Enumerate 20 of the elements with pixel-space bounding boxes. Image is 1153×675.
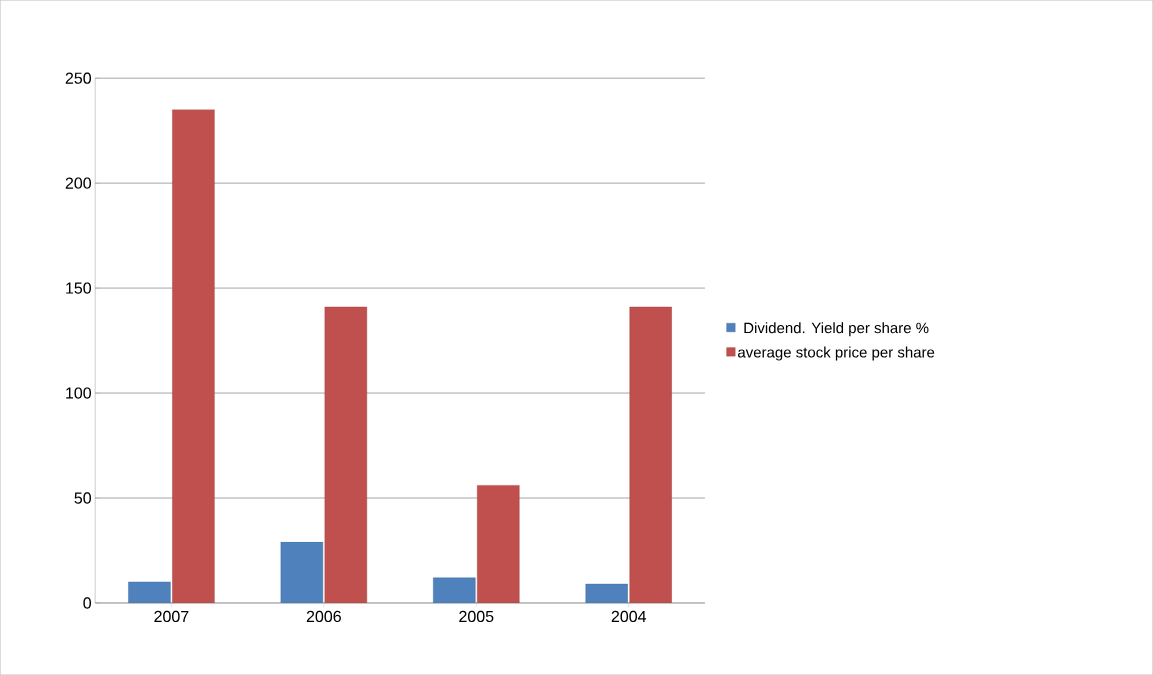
- y-tick-label: 200: [65, 177, 92, 189]
- bar: [585, 583, 628, 603]
- y-tick-label: 50: [74, 492, 92, 504]
- bar: [280, 541, 324, 603]
- legend-label: average stock price per share: [738, 346, 935, 361]
- x-tick-label: 2004: [611, 610, 647, 623]
- bar: [477, 485, 520, 603]
- y-tick-label: 150: [66, 282, 92, 294]
- bar: [172, 109, 215, 603]
- y-tick-label: 0: [83, 597, 92, 609]
- x-tick-label: 2006: [306, 610, 341, 623]
- bar: [324, 306, 368, 603]
- x-tick-label: 2007: [154, 610, 189, 623]
- y-tick-label: 100: [66, 387, 92, 399]
- bar: [629, 306, 672, 603]
- legend-label: Dividend. Yield per share %: [744, 322, 929, 337]
- bar: [433, 577, 476, 603]
- bar: [128, 581, 171, 603]
- y-tick-label: 250: [65, 72, 92, 84]
- x-tick-label: 2005: [459, 610, 494, 623]
